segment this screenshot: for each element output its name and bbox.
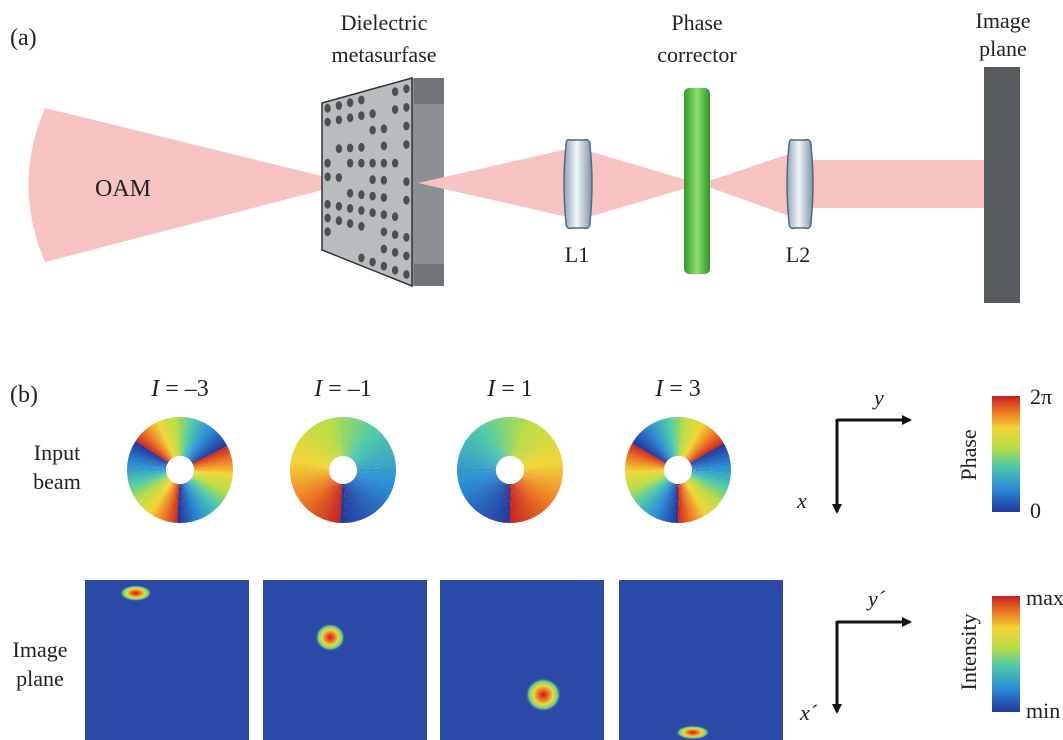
oam-label: OAM [95, 176, 151, 202]
phase-bar-title: Phase [956, 429, 981, 480]
lens-l1-label: L1 [565, 242, 589, 267]
image-plane-label-line2: plane [979, 36, 1027, 61]
phase-corrector-label-line2: corrector [657, 42, 737, 67]
intensity-bar-title: Intensity [956, 614, 981, 691]
axis-x-prime-label: x´ [799, 700, 818, 725]
beam-after-corrector [700, 152, 795, 218]
svg-text:I = 1: I = 1 [486, 376, 533, 402]
image-plane-label-line1: Image [976, 8, 1031, 33]
intensity-spot [119, 585, 152, 602]
panel-b-label: (b) [10, 382, 38, 408]
collimated-output-beam [795, 160, 985, 208]
axis-y-label: y [872, 385, 884, 410]
metasurface-label-line2: metasurfase [331, 42, 436, 67]
dielectric-metasurface [321, 77, 444, 288]
phase-ring-l-1 [289, 416, 397, 524]
svg-text:I = –3: I = –3 [150, 376, 209, 402]
phase-min-label: 0 [1030, 498, 1041, 523]
intensity-max-label: max [1026, 585, 1063, 610]
oam-input-beam [28, 108, 330, 262]
axis-y-prime-label: y´ [866, 586, 886, 611]
beam-after-metasurface [418, 148, 572, 218]
image-plane-row-label-line1: Image [13, 637, 68, 662]
lens-l2 [786, 138, 814, 230]
axes-xy-prime: y´ x´ [799, 586, 912, 725]
metasurface-label-line1: Dielectric [341, 10, 428, 35]
axes-xy: y x [796, 385, 912, 514]
intensity-image-l-3 [85, 580, 249, 740]
phase-ring-l1 [456, 416, 564, 524]
mode-title: I = –1 [313, 376, 372, 402]
intensity-image-l-1 [263, 580, 427, 740]
image-plane-screen [984, 67, 1020, 303]
beam-to-corrector [585, 150, 700, 218]
phase-max-label: 2π [1030, 384, 1052, 409]
mode-title: I = 1 [486, 376, 533, 402]
phase-colorbar: 2π 0 Phase [956, 384, 1052, 523]
input-beam-label-line1: Input [34, 440, 80, 465]
intensity-spot [525, 677, 562, 712]
intensity-spot [675, 725, 710, 740]
intensity-spot [315, 623, 346, 652]
input-beam-label-line2: beam [33, 469, 81, 494]
intensity-image-l1 [440, 580, 604, 740]
mode-title: I = 3 [654, 376, 701, 402]
mode-title: I = –3 [150, 376, 209, 402]
axis-x-label: x [796, 488, 807, 513]
phase-ring-l-3 [126, 416, 234, 524]
phase-ring-l3 [624, 416, 732, 524]
phase-corrector [684, 88, 710, 274]
svg-text:I = –1: I = –1 [313, 376, 372, 402]
intensity-colorbar: max min Intensity [956, 585, 1063, 723]
phase-corrector-label-line1: Phase [671, 10, 722, 35]
svg-text:I = 3: I = 3 [654, 376, 701, 402]
intensity-min-label: min [1026, 698, 1060, 723]
lens-l1 [563, 138, 593, 230]
panel-a-label: (a) [10, 25, 37, 51]
image-plane-row-label-line2: plane [16, 666, 64, 691]
lens-l2-label: L2 [786, 242, 810, 267]
intensity-image-l3 [619, 580, 783, 740]
